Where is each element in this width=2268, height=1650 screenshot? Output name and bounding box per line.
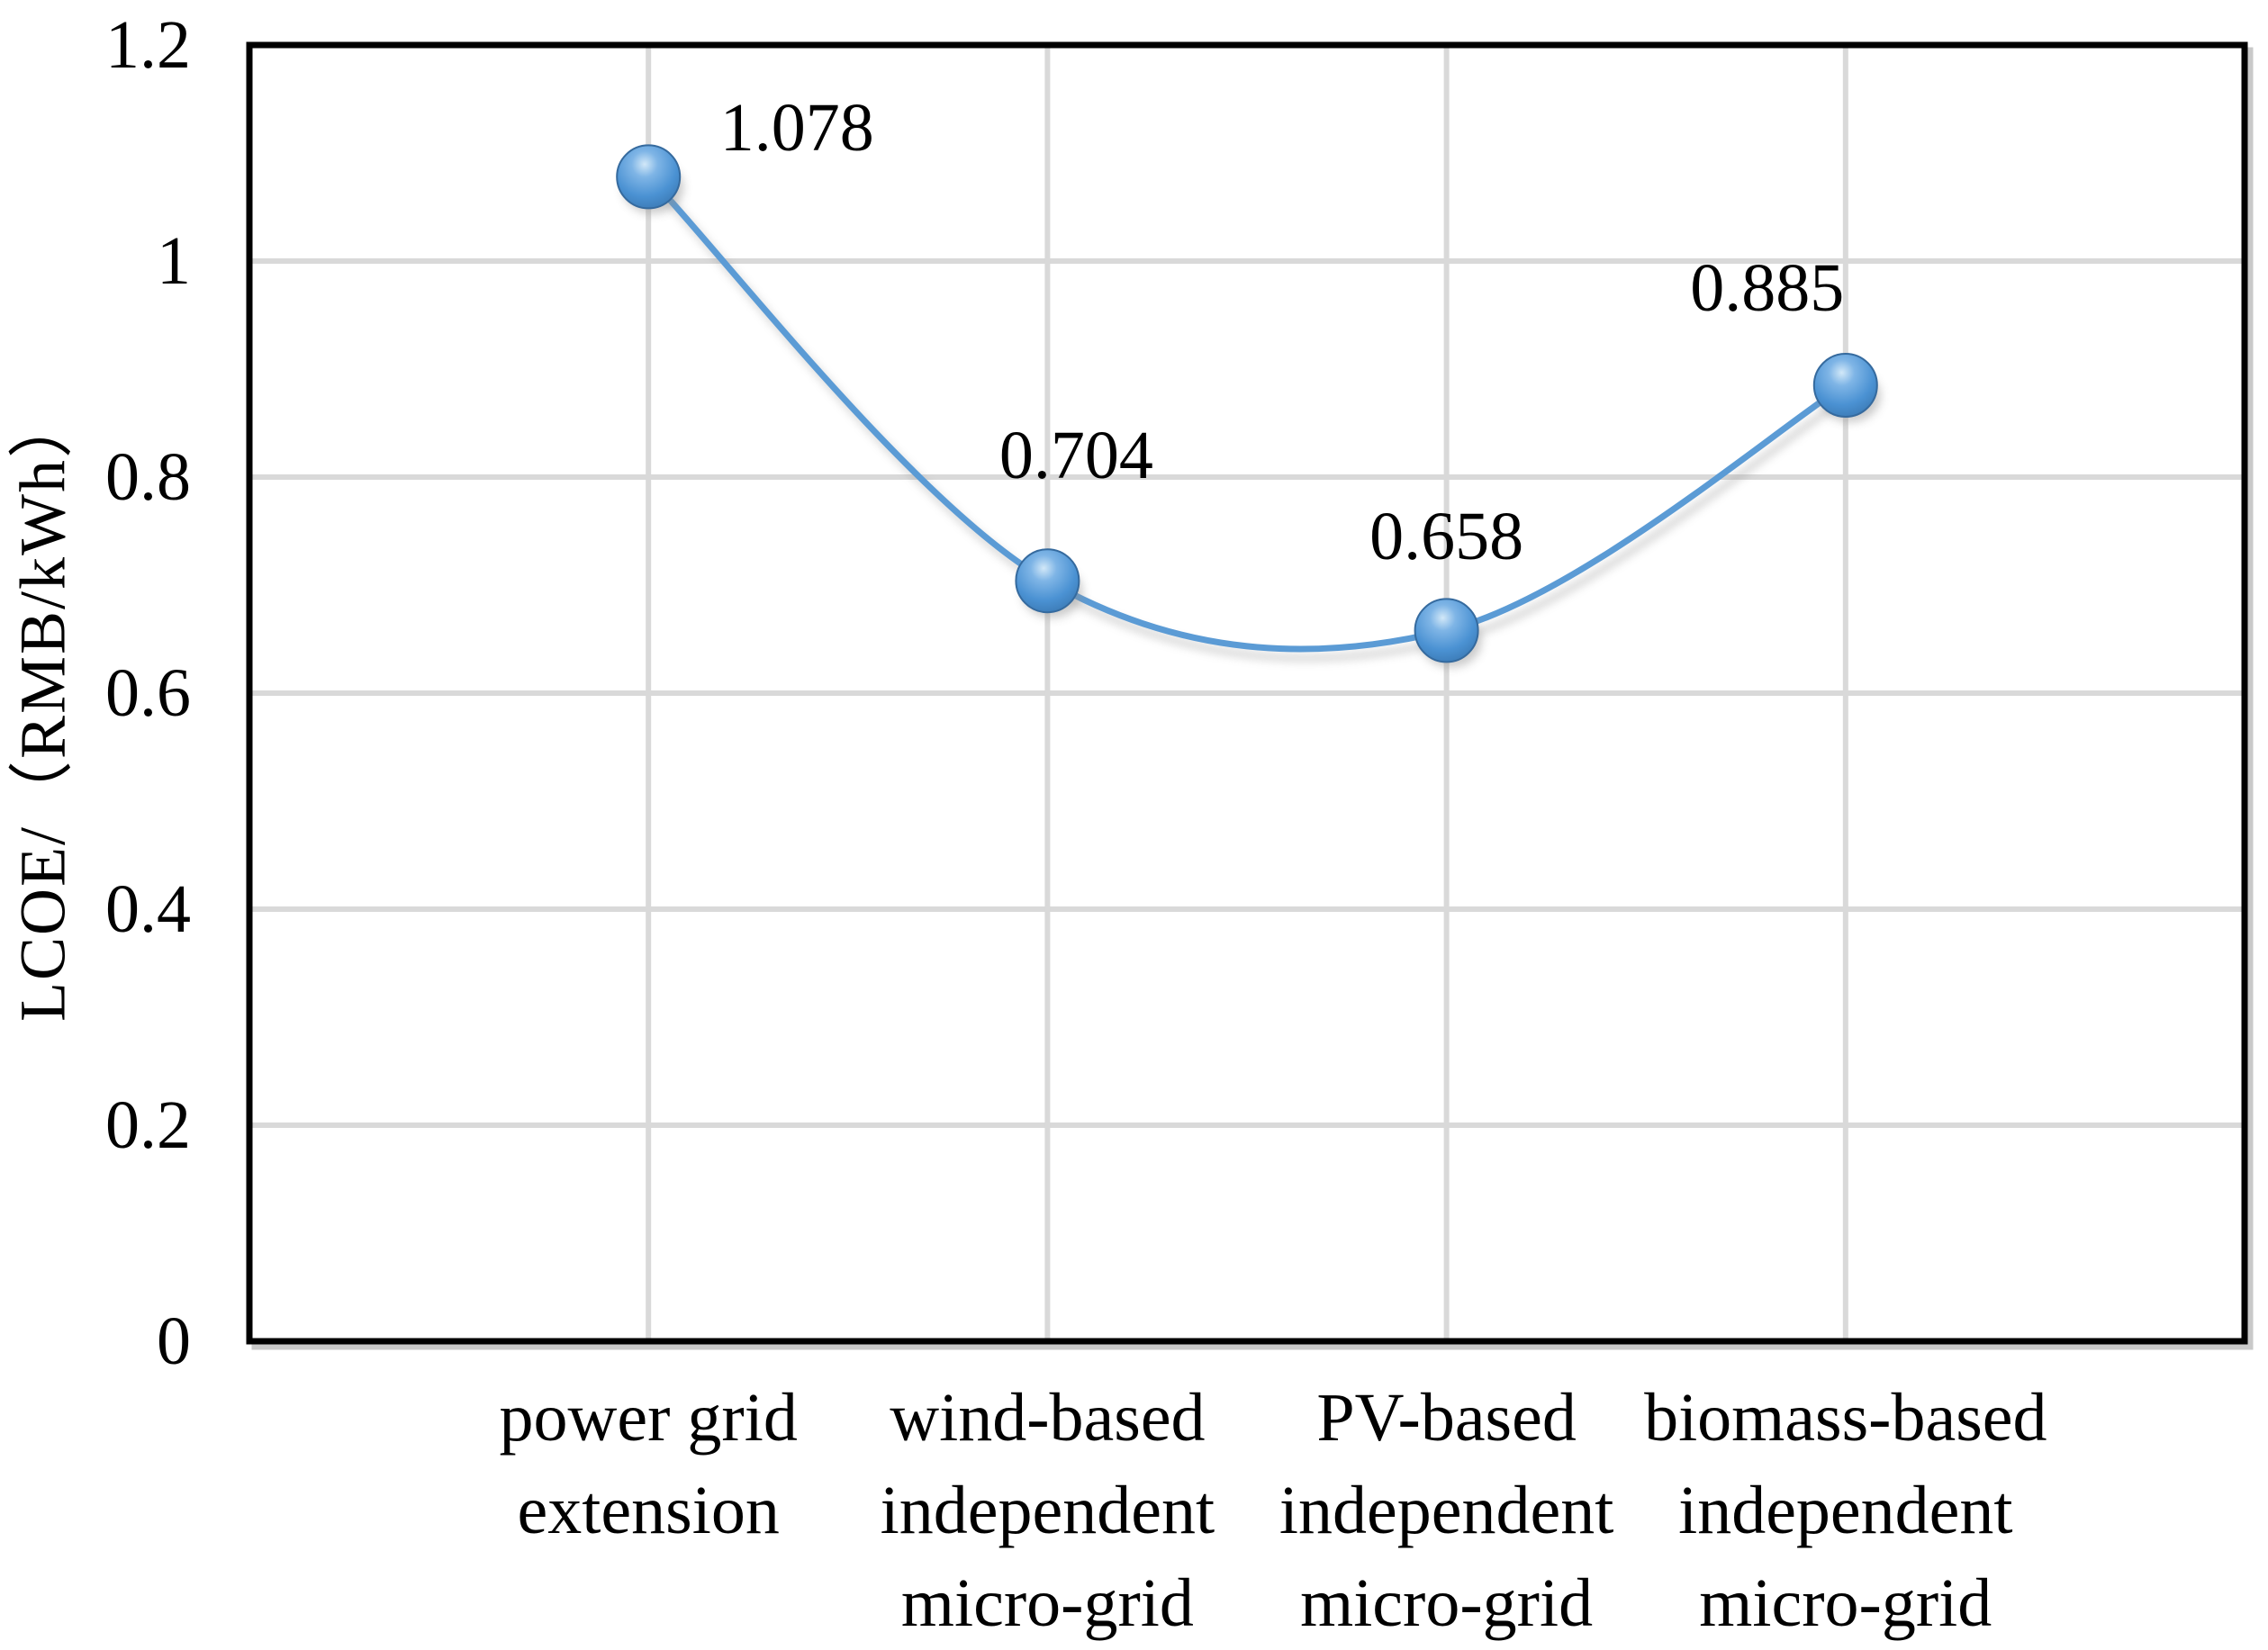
y-tick-label: 1 [157, 223, 191, 299]
x-category-label-line: micro-grid [1699, 1565, 1992, 1641]
y-tick-label: 0.6 [105, 655, 191, 731]
series-line [645, 173, 1849, 653]
y-tick-label: 0.2 [105, 1087, 191, 1163]
x-category-label-line: extension [517, 1473, 780, 1548]
y-tick-label: 1.2 [105, 7, 191, 83]
data-point-marker [616, 144, 682, 210]
x-category-label: power grid extension [396, 1372, 900, 1557]
y-tick-label: 0.8 [105, 439, 191, 515]
data-label: 0.658 [1369, 499, 1524, 575]
y-tick-label: 0 [157, 1303, 191, 1379]
x-category-label-line: power grid [499, 1380, 798, 1456]
x-category-label-line: PV-based [1316, 1380, 1577, 1456]
x-category-label: biomass-based independent micro-grid [1594, 1372, 2098, 1650]
y-tick-label: 0.4 [105, 871, 191, 947]
data-label: 0.704 [998, 418, 1153, 494]
x-category-label-line: independent [1678, 1473, 2013, 1548]
x-category-label-line: wind-based [890, 1380, 1206, 1456]
plot-border [246, 41, 2248, 1345]
x-category-label: PV-based independent micro-grid [1195, 1372, 1699, 1650]
data-label: 1.078 [719, 90, 874, 167]
x-category-label-line: micro-grid [1300, 1565, 1594, 1641]
x-category-label-line: independent [1279, 1473, 1614, 1548]
x-category-label: wind-based independent micro-grid [795, 1372, 1299, 1650]
x-category-label-line: micro-grid [900, 1565, 1194, 1641]
x-category-label-line: independent [880, 1473, 1215, 1548]
data-label: 0.885 [1690, 250, 1845, 326]
data-point-marker [1414, 598, 1479, 663]
data-point-marker [1812, 353, 1878, 418]
data-point-marker [1015, 548, 1080, 614]
x-category-label-line: biomass-based [1644, 1380, 2047, 1456]
